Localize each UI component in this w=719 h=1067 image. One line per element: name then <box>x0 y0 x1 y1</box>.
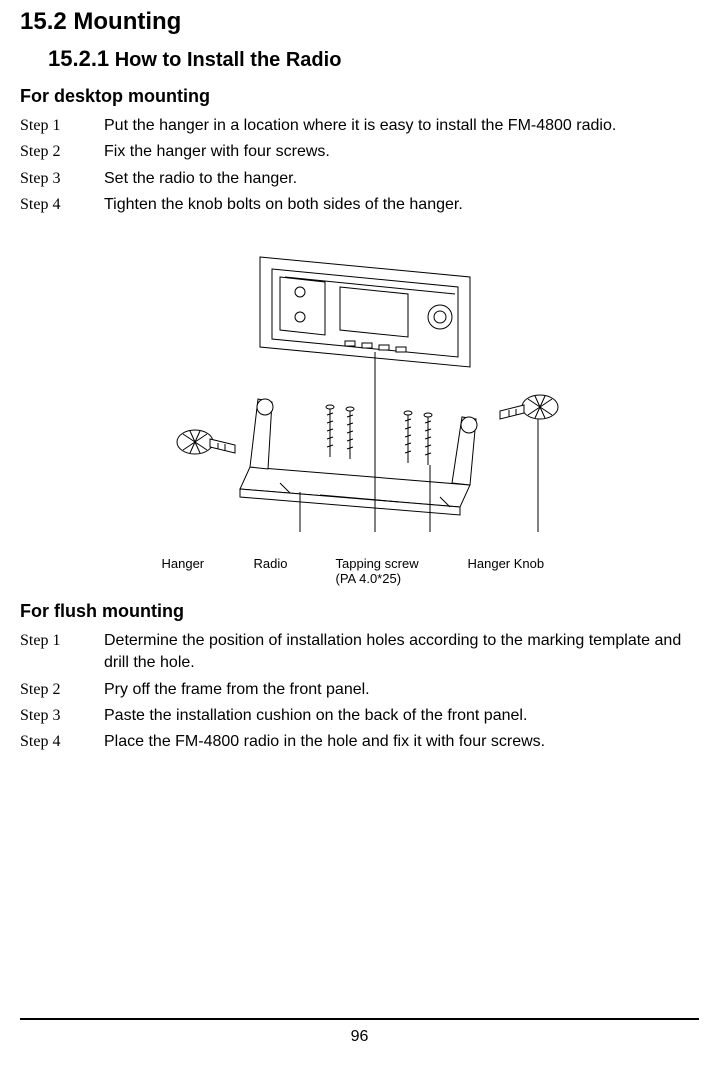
step-text: Set the radio to the hanger. <box>104 168 297 190</box>
step-label: Step 4 <box>20 731 104 753</box>
section-number: 15.2 <box>20 8 67 35</box>
subsection-title: How to Install the Radio <box>115 49 342 71</box>
step-label: Step 3 <box>20 705 104 727</box>
step-text: Tighten the knob bolts on both sides of … <box>104 194 463 216</box>
page-number: 96 <box>0 1020 719 1060</box>
subsection-heading: 15.2.1 How to Install the Radio <box>48 46 699 72</box>
caption-screw-line2: (PA 4.0*25) <box>336 571 402 586</box>
mounting-figure: Hanger Radio Tapping screw (PA 4.0*25) H… <box>20 247 699 587</box>
section-title: Mounting <box>73 8 181 35</box>
mounting-diagram-svg <box>140 247 580 547</box>
step-text: Put the hanger in a location where it is… <box>104 115 616 137</box>
step-text: Paste the installation cushion on the ba… <box>104 705 527 727</box>
step-label: Step 1 <box>20 630 104 675</box>
flush-heading: For flush mounting <box>20 601 699 622</box>
step-row: Step 1 Put the hanger in a location wher… <box>20 115 699 137</box>
step-row: Step 3 Set the radio to the hanger. <box>20 168 699 190</box>
step-text: Pry off the frame from the front panel. <box>104 679 370 701</box>
caption-knob: Hanger Knob <box>468 556 558 587</box>
figure-captions: Hanger Radio Tapping screw (PA 4.0*25) H… <box>140 556 580 587</box>
step-row: Step 4 Place the FM-4800 radio in the ho… <box>20 731 699 753</box>
caption-radio: Radio <box>254 556 304 587</box>
step-label: Step 2 <box>20 679 104 701</box>
caption-hanger: Hanger <box>162 556 222 587</box>
section-heading: 15.2 Mounting <box>20 8 699 36</box>
step-text: Fix the hanger with four screws. <box>104 141 330 163</box>
step-row: Step 2 Pry off the frame from the front … <box>20 679 699 701</box>
step-label: Step 2 <box>20 141 104 163</box>
step-row: Step 4 Tighten the knob bolts on both si… <box>20 194 699 216</box>
caption-screw-line1: Tapping screw <box>336 556 419 571</box>
step-label: Step 3 <box>20 168 104 190</box>
step-label: Step 4 <box>20 194 104 216</box>
desktop-heading: For desktop mounting <box>20 86 699 107</box>
step-text: Place the FM-4800 radio in the hole and … <box>104 731 545 753</box>
step-text: Determine the position of installation h… <box>104 630 699 675</box>
step-label: Step 1 <box>20 115 104 137</box>
step-row: Step 3 Paste the installation cushion on… <box>20 705 699 727</box>
step-row: Step 1 Determine the position of install… <box>20 630 699 675</box>
caption-screw: Tapping screw (PA 4.0*25) <box>336 556 436 587</box>
subsection-number: 15.2.1 <box>48 46 109 71</box>
step-row: Step 2 Fix the hanger with four screws. <box>20 141 699 163</box>
